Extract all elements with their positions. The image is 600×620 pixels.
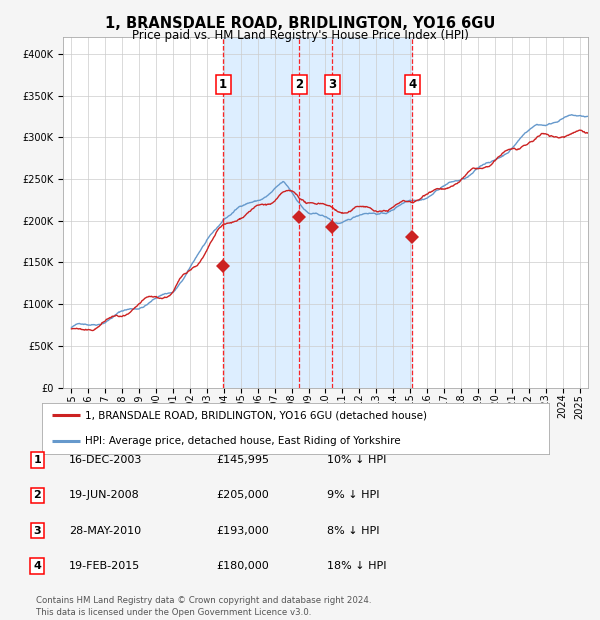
Text: Contains HM Land Registry data © Crown copyright and database right 2024.
This d: Contains HM Land Registry data © Crown c… [36,596,371,617]
Text: £180,000: £180,000 [216,561,269,571]
Text: 2: 2 [295,78,304,91]
Text: Price paid vs. HM Land Registry's House Price Index (HPI): Price paid vs. HM Land Registry's House … [131,29,469,42]
Text: 4: 4 [408,78,416,91]
Text: 1, BRANSDALE ROAD, BRIDLINGTON, YO16 6GU (detached house): 1, BRANSDALE ROAD, BRIDLINGTON, YO16 6GU… [85,410,427,421]
Text: 19-JUN-2008: 19-JUN-2008 [69,490,140,500]
Text: 8% ↓ HPI: 8% ↓ HPI [327,526,380,536]
Text: 19-FEB-2015: 19-FEB-2015 [69,561,140,571]
Text: 3: 3 [328,78,337,91]
Text: 4: 4 [33,561,41,571]
Text: 18% ↓ HPI: 18% ↓ HPI [327,561,386,571]
Text: 1: 1 [219,78,227,91]
Text: £193,000: £193,000 [216,526,269,536]
Text: 1, BRANSDALE ROAD, BRIDLINGTON, YO16 6GU: 1, BRANSDALE ROAD, BRIDLINGTON, YO16 6GU [105,16,495,31]
Text: 3: 3 [34,526,41,536]
Text: 2: 2 [34,490,41,500]
Text: 16-DEC-2003: 16-DEC-2003 [69,455,142,465]
Text: £205,000: £205,000 [216,490,269,500]
Text: 9% ↓ HPI: 9% ↓ HPI [327,490,380,500]
Text: £145,995: £145,995 [216,455,269,465]
Text: HPI: Average price, detached house, East Riding of Yorkshire: HPI: Average price, detached house, East… [85,436,401,446]
Text: 1: 1 [34,455,41,465]
Text: 28-MAY-2010: 28-MAY-2010 [69,526,141,536]
Text: 10% ↓ HPI: 10% ↓ HPI [327,455,386,465]
Bar [223,37,412,387]
